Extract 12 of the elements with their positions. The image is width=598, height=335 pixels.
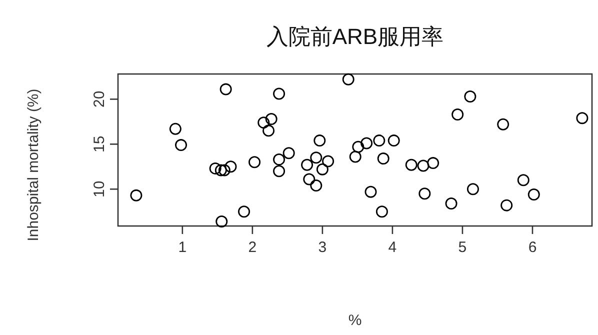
y-tick-label: 15	[91, 136, 108, 152]
x-tick-label: 3	[318, 239, 327, 256]
x-tick-label: 5	[458, 239, 467, 256]
y-axis-title: Inhospital mortality (%)	[25, 88, 42, 242]
x-tick-label: 4	[388, 239, 397, 256]
y-tick-label: 10	[91, 180, 108, 198]
x-tick-label: 2	[248, 239, 257, 256]
x-axis-title: %	[348, 312, 362, 329]
chart-title: 入院前ARB服用率	[266, 24, 444, 49]
y-tick-label: 20	[91, 90, 108, 108]
x-tick-label: 1	[178, 239, 187, 256]
x-tick-label: 6	[528, 239, 537, 256]
